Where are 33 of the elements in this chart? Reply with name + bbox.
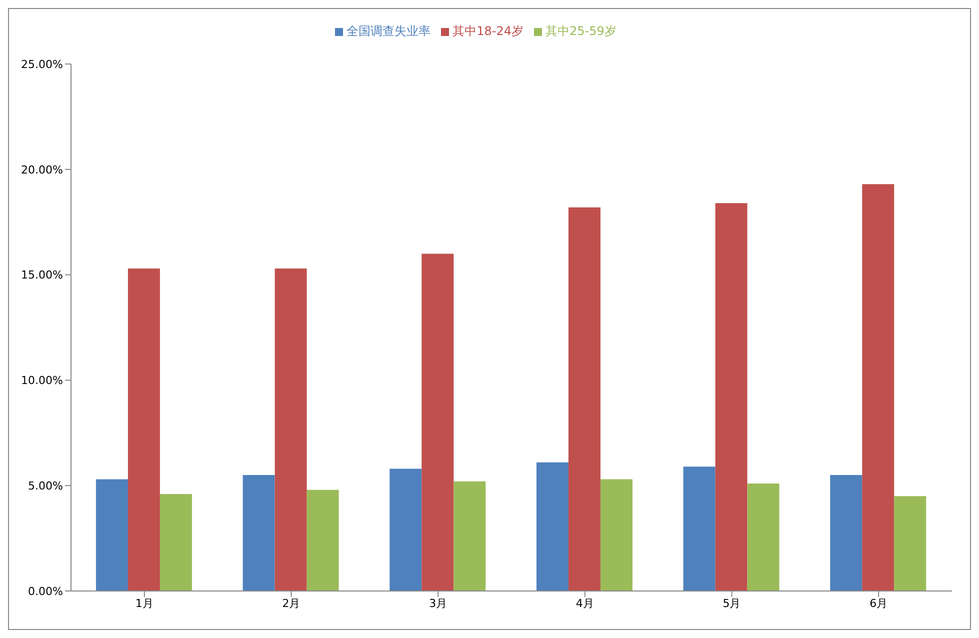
legend-label: 其中25-59岁 (546, 24, 616, 38)
bar (747, 483, 780, 591)
x-tick-label: 4月 (576, 596, 594, 610)
bar (830, 475, 862, 591)
bar (600, 479, 632, 591)
bar (894, 496, 926, 591)
y-tick-label: 15.00% (21, 268, 63, 282)
bar (715, 203, 748, 591)
x-tick-label: 3月 (429, 596, 448, 610)
y-tick-label: 25.00% (21, 58, 63, 71)
bar (160, 494, 192, 591)
bar (454, 481, 486, 591)
bar (568, 207, 600, 591)
bar (390, 468, 422, 591)
bar (96, 479, 128, 591)
bar (536, 462, 568, 591)
bar (683, 466, 716, 591)
x-tick-label: 5月 (722, 596, 741, 610)
x-tick-label: 1月 (135, 596, 154, 610)
x-tick-label: 2月 (282, 596, 300, 610)
y-tick-label: 0.00% (28, 584, 63, 598)
legend-label: 其中18-24岁 (452, 24, 524, 38)
y-tick-label: 20.00% (21, 163, 63, 176)
bar (128, 268, 160, 591)
x-tick-label: 6月 (870, 596, 888, 610)
y-tick-label: 5.00% (28, 480, 63, 493)
bar (862, 184, 894, 591)
bar (242, 475, 275, 591)
bar (306, 490, 339, 591)
bar (274, 268, 307, 591)
bar (422, 254, 454, 591)
legend-label: 全国调查失业率 (346, 24, 431, 38)
y-tick-label: 10.00% (21, 374, 63, 388)
